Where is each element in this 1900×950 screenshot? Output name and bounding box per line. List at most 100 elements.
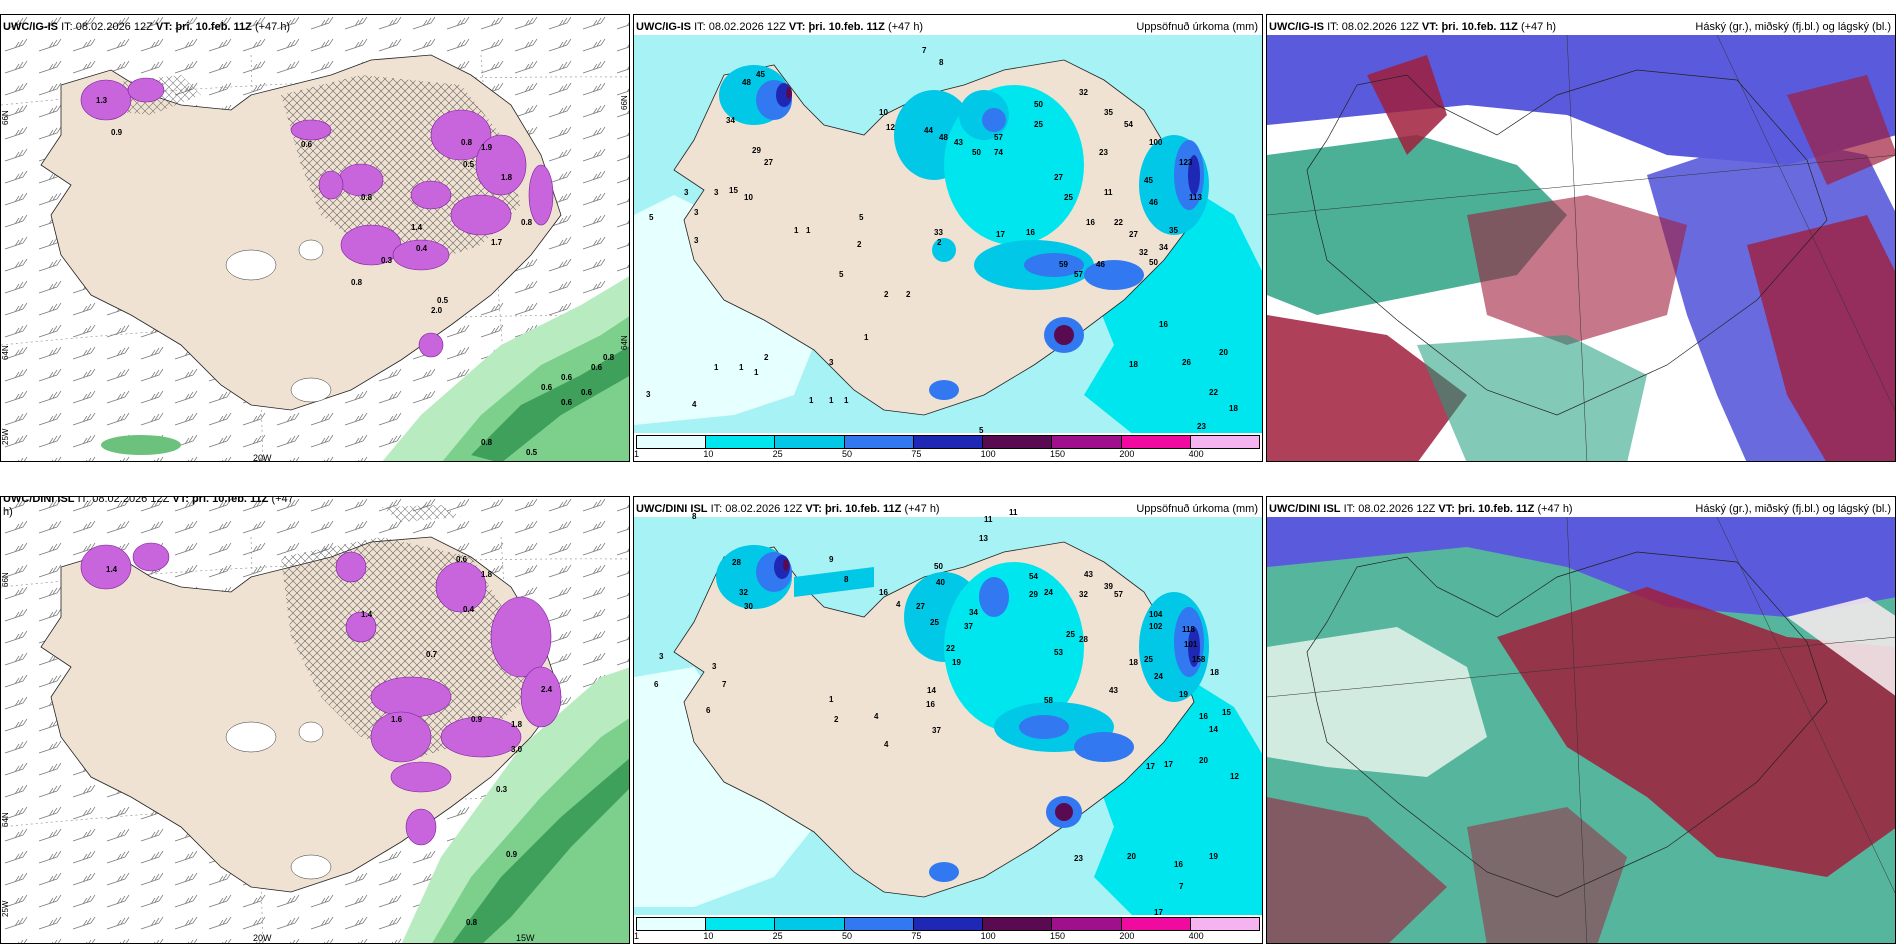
- legend-tick-label: 200: [1119, 449, 1135, 459]
- legend-tick-label: 100: [980, 449, 996, 459]
- precip-value: 4: [692, 400, 697, 409]
- precip-value: 15: [1222, 708, 1231, 717]
- precip-value: 54: [1124, 120, 1133, 129]
- panel-top-middle: UWC/IG-IS IT: 08.02.2026 12Z VT: þri. 10…: [633, 14, 1263, 462]
- precip-value: 8: [692, 512, 697, 521]
- precip-value: 28: [1079, 635, 1088, 644]
- precip-value: 22: [946, 644, 955, 653]
- precip-value: 1: [809, 396, 814, 405]
- precip-value: 113: [1189, 193, 1202, 202]
- panel-bottom-middle: UWC/DINI ISL IT: 08.02.2026 12Z VT: þri.…: [633, 496, 1263, 944]
- precip-value: 35: [1104, 108, 1113, 117]
- precip-value: 1: [806, 226, 811, 235]
- snow-value: 0.8: [461, 138, 473, 147]
- precip-value: 16: [1159, 320, 1168, 329]
- precip-value: 19: [952, 658, 961, 667]
- precip-value: 32: [1079, 590, 1088, 599]
- snow-value: 1.4: [411, 223, 423, 232]
- precip-value: 4: [874, 712, 879, 721]
- precip-value: 101: [1184, 640, 1198, 649]
- precip-value: 32: [1079, 88, 1088, 97]
- precip-value: 7: [922, 46, 927, 55]
- legend-swatch: [1121, 918, 1191, 930]
- legend-swatch: [913, 918, 984, 930]
- precip-value: 25: [930, 618, 939, 627]
- precip-value: 18: [1129, 658, 1138, 667]
- precip-value: 3: [646, 390, 651, 399]
- panel-top-right: UWC/IG-IS IT: 08.02.2026 12Z VT: þri. 10…: [1266, 14, 1896, 462]
- snow-value: 1.3: [96, 96, 108, 105]
- precip-value: 35: [1169, 226, 1178, 235]
- precip-value: 20: [1127, 852, 1136, 861]
- legend-tick-label: 50: [842, 449, 853, 459]
- lat-label: 25W: [1, 900, 10, 917]
- panel-header: UWC/IG-IS IT: 08.02.2026 12Z VT: þri. 10…: [636, 21, 924, 33]
- precip-value: 123: [1179, 158, 1193, 167]
- snow-value: 0.8: [351, 278, 363, 287]
- precip-value: 3: [694, 236, 699, 245]
- panel-header: UWC/DINI ISL IT: 08.02.2026 12Z VT: þri.…: [636, 503, 940, 515]
- precip-value: 1: [864, 333, 869, 342]
- precip-value: 102: [1149, 622, 1163, 631]
- precip-value: 29: [1029, 590, 1038, 599]
- precip-value: 57: [1074, 270, 1083, 279]
- precip-value: 5: [979, 426, 984, 435]
- precip-value: 3: [714, 188, 719, 197]
- precip-value: 1: [754, 368, 759, 377]
- precip-value: 48: [742, 78, 751, 87]
- precip-value: 5: [839, 270, 844, 279]
- lon-label: 20W: [253, 933, 272, 943]
- panel-bottom-right: UWC/DINI ISL IT: 08.02.2026 12Z VT: þri.…: [1266, 496, 1896, 944]
- precip-value: 3: [712, 662, 717, 671]
- precip-value: 15: [729, 186, 738, 195]
- precip-value: 3: [694, 208, 699, 217]
- legend-tick-label: 25: [772, 449, 783, 459]
- precip-value: 2: [834, 715, 839, 724]
- precip-value: 48: [939, 133, 948, 142]
- precip-value: 2: [937, 238, 942, 247]
- panel-bottom-left: UWC/DINI ISL IT: 08.02.2026 12Z VT: þri.…: [0, 496, 630, 944]
- precip-value: 22: [1114, 218, 1123, 227]
- lat-label: 66N: [620, 95, 629, 110]
- panel-top-left: UWC/IG-IS IT: 08.02.2026 12Z VT: þri. 10…: [0, 14, 630, 462]
- precip-value: 18: [1210, 668, 1219, 677]
- legend-tick-label: 10: [703, 449, 714, 459]
- precip-value: 53: [1054, 648, 1063, 657]
- precip-value: 5: [649, 213, 654, 222]
- legend-swatch: [706, 918, 776, 930]
- rain-value: 0.5: [526, 448, 538, 457]
- legend-swatch: [637, 918, 707, 930]
- precip-value: 25: [1066, 630, 1075, 639]
- precip-value: 29: [752, 146, 761, 155]
- precip-value: 45: [1144, 176, 1153, 185]
- legend-tick-label: 10: [703, 931, 714, 941]
- snow-value: 2.4: [541, 685, 553, 694]
- precip-value: 4: [896, 600, 901, 609]
- rain-value: 0.6: [541, 383, 553, 392]
- lon-label: 20W: [253, 453, 272, 462]
- precip-value: 26: [1182, 358, 1191, 367]
- rain-value: 0.8: [603, 353, 615, 362]
- precip-value: 54: [1029, 572, 1038, 581]
- precip-value: 46: [1149, 198, 1158, 207]
- precip-value: 25: [1064, 193, 1073, 202]
- precip-value: 25: [1144, 655, 1153, 664]
- precip-value: 27: [1054, 173, 1063, 182]
- legend-swatch: [1121, 436, 1191, 448]
- precip-value: 6: [706, 706, 711, 715]
- precip-value: 32: [1139, 248, 1148, 257]
- snow-value: 0.3: [496, 785, 508, 794]
- precip-value: 16: [1199, 712, 1208, 721]
- legend-swatches: [636, 435, 1260, 449]
- map-snow-wind: 1.4 0.6 1.8 0.4 1.4 0.7 1.6 0.9 1.8 3.0 …: [1, 497, 629, 943]
- precip-value: 11: [1009, 508, 1018, 517]
- map-clouds: [1267, 516, 1895, 943]
- snow-value: 1.9: [481, 143, 493, 152]
- precip-value: 23: [1099, 148, 1108, 157]
- precip-value: 14: [927, 686, 936, 695]
- snow-value: 3.0: [511, 745, 523, 754]
- precip-value: 24: [1044, 588, 1053, 597]
- legend-swatch: [844, 436, 914, 448]
- precip-value: 1: [829, 396, 834, 405]
- precip-value: 25: [1034, 120, 1043, 129]
